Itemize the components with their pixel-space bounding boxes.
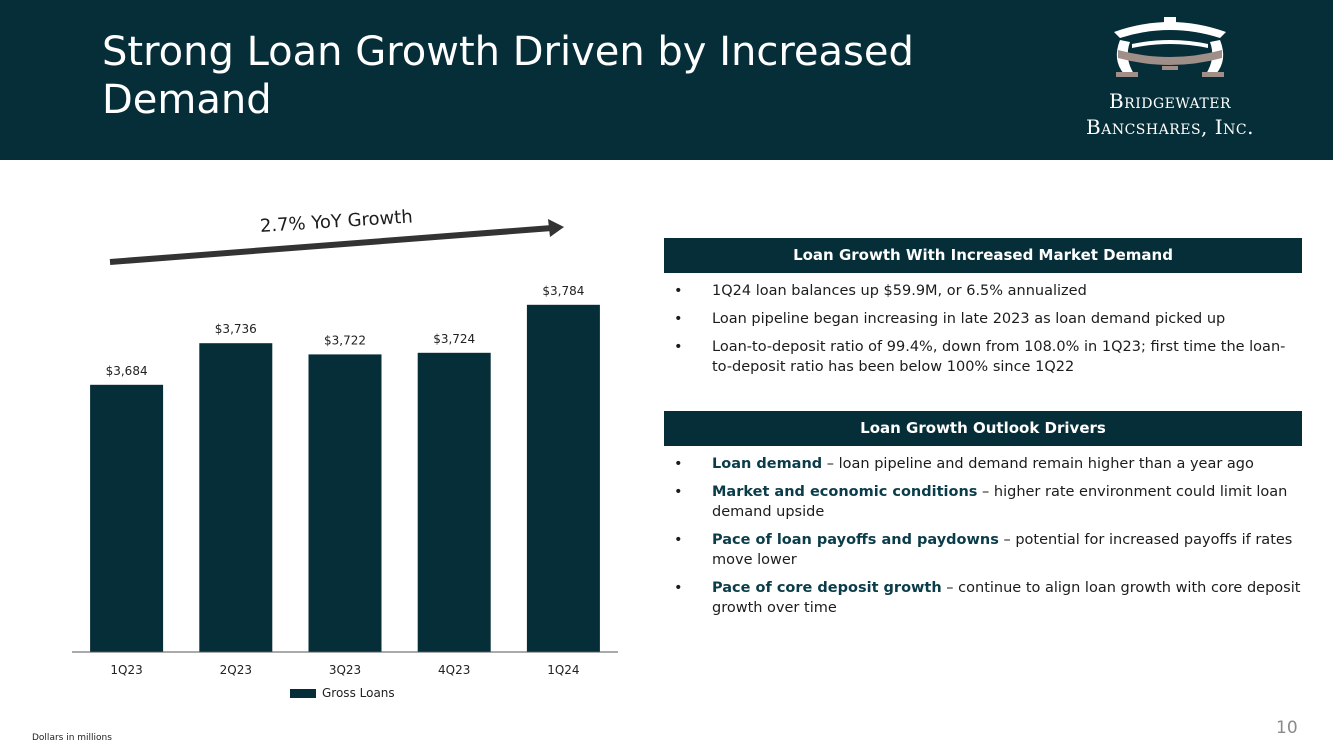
x-tick-label: 2Q23 (220, 663, 252, 677)
page-title: Strong Loan Growth Driven by Increased D… (102, 29, 914, 123)
logo-text-line1: Bridgewater (1108, 89, 1232, 113)
logo-emblem-icon (1114, 17, 1226, 77)
list-item: 1Q24 loan balances up $59.9M, or 6.5% an… (664, 281, 1302, 301)
bar-chart-svg: $3,684 1Q23 $3,736 2Q23 $3,722 3Q23 $3,724 4Q23… (72, 219, 618, 677)
chart-legend: Gross Loans (290, 686, 395, 700)
gross-loans-chart: $3,684 1Q23 $3,736 2Q23 $3,722 3Q23 $3,724 4Q23… (60, 200, 630, 710)
panel-heading: Loan Growth With Increased Market Demand (664, 238, 1302, 273)
list-item: Loan-to-deposit ratio of 99.4%, down fro… (664, 337, 1302, 377)
data-label: $3,784 (542, 284, 584, 298)
growth-arrow-head (548, 219, 564, 237)
company-logo: Bridgewater Bancshares, Inc. (1040, 14, 1300, 149)
bullet-list: Loan demand – loan pipeline and demand r… (664, 454, 1302, 618)
list-item: Pace of loan payoffs and paydowns – pote… (664, 530, 1302, 570)
growth-arrow-line (109, 225, 553, 265)
data-label: $3,684 (106, 364, 148, 378)
data-label: $3,724 (433, 332, 475, 346)
page-number: 10 (1276, 718, 1298, 738)
panel-outlook-drivers: Loan Growth Outlook Drivers Loan demand … (664, 411, 1302, 618)
list-item: Pace of core deposit growth – continue t… (664, 578, 1302, 618)
x-tick-label: 1Q24 (547, 663, 579, 677)
list-item: Loan pipeline began increasing in late 2… (664, 309, 1302, 329)
x-tick-label: 1Q23 (110, 663, 142, 677)
x-tick-label: 4Q23 (438, 663, 470, 677)
x-tick-label: 3Q23 (329, 663, 361, 677)
list-item: Loan demand – loan pipeline and demand r… (664, 454, 1302, 474)
bar-1q23 (90, 384, 164, 652)
bar-4q23 (417, 352, 491, 652)
bullet-list: 1Q24 loan balances up $59.9M, or 6.5% an… (664, 281, 1302, 377)
panel-market-demand: Loan Growth With Increased Market Demand… (664, 238, 1302, 377)
bar-2q23 (199, 343, 273, 652)
footnote: Dollars in millions (32, 733, 112, 743)
data-label: $3,722 (324, 333, 366, 347)
header-banner: Strong Loan Growth Driven by Increased D… (0, 0, 1333, 160)
panel-heading: Loan Growth Outlook Drivers (664, 411, 1302, 446)
data-label: $3,736 (215, 322, 257, 336)
legend-swatch (290, 688, 316, 698)
bar-1q24 (526, 304, 600, 652)
bar-3q23 (308, 354, 382, 652)
list-item: Market and economic conditions – higher … (664, 482, 1302, 522)
legend-label: Gross Loans (322, 686, 395, 700)
logo-text-line2: Bancshares, Inc. (1086, 115, 1254, 139)
